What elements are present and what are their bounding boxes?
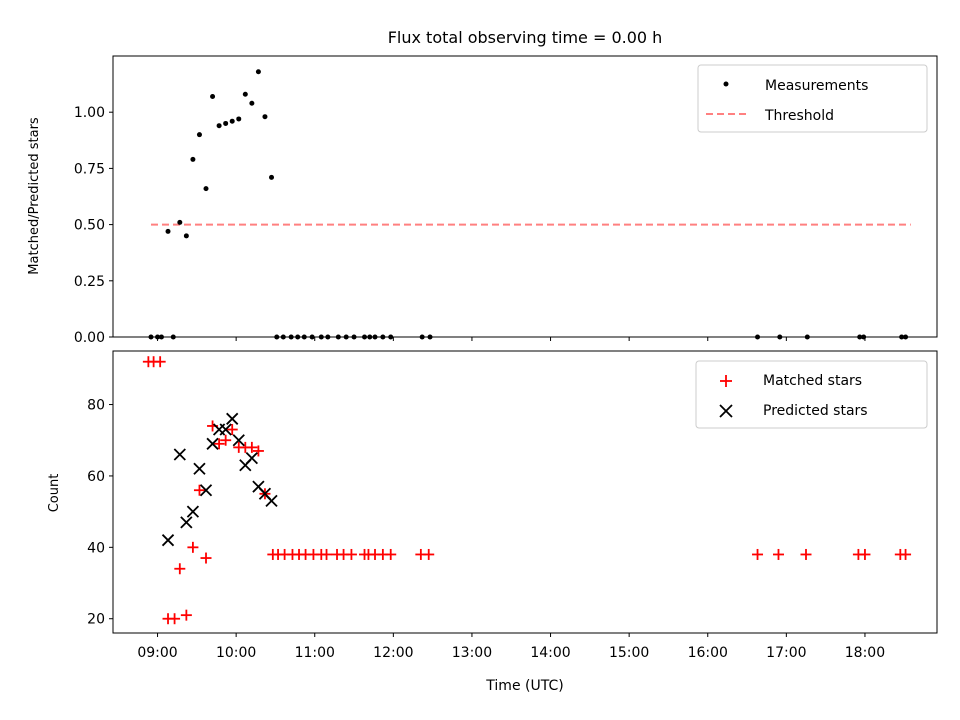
matched-star-point (900, 548, 912, 560)
matched-star-point (772, 548, 784, 560)
measurement-point (269, 174, 275, 180)
legend-predicted-marker (719, 404, 733, 418)
x-tick-label: 13:00 (452, 645, 492, 661)
top-y-tick-label: 0.50 (74, 218, 105, 234)
predicted-star-point (265, 494, 278, 508)
matched-star-point (800, 548, 812, 560)
measurement-point (210, 93, 216, 99)
measurement-point (183, 233, 189, 239)
legend-measurements-label: Measurements (765, 78, 868, 94)
x-tick-label: 16:00 (688, 645, 728, 661)
legend-measurements-marker (723, 81, 729, 87)
matched-star-point (246, 441, 258, 453)
measurement-point (223, 120, 229, 126)
matched-star-point (385, 548, 397, 560)
top-panel: Flux total observing time = 0.00 h Match… (27, 28, 938, 346)
measurement-point (203, 186, 209, 192)
matched-star-point (169, 613, 181, 625)
matched-star-point (154, 356, 166, 368)
predicted-star-point (232, 434, 245, 447)
matched-star-point (226, 424, 238, 436)
top-legend-box (697, 64, 928, 133)
measurement-point (190, 156, 196, 162)
measurement-point (255, 69, 261, 75)
matched-star-point (252, 445, 264, 457)
bottom-panel: Count Time (UTC) 20 40 60 80 09:00 10:00 11:0… (47, 350, 938, 694)
predicted-star-point (193, 462, 206, 475)
top-y-tick-label: 0.25 (74, 274, 105, 290)
measurement-point (249, 100, 255, 106)
bottom-legend: Matched stars Predicted stars (695, 360, 928, 429)
x-tick-label: 09:00 (137, 645, 177, 661)
bottom-y-tick-label: 60 (87, 469, 105, 485)
measurement-point (236, 116, 242, 122)
predicted-star-point (186, 505, 200, 518)
top-y-ticks: 0.00 0.25 0.50 0.75 1.00 (74, 105, 113, 346)
top-axes-frame (112, 55, 938, 338)
x-tick-label: 11:00 (295, 645, 335, 661)
predicted-star-point (180, 516, 193, 529)
measurement-point (177, 219, 183, 225)
predicted-star-point (226, 412, 239, 425)
matched-stars-points (142, 356, 912, 625)
top-y-tick-label: 0.75 (74, 161, 105, 177)
measurements-points (148, 69, 909, 340)
matched-star-point (174, 563, 186, 575)
x-tick-label: 12:00 (373, 645, 413, 661)
predicted-star-point (161, 534, 175, 547)
bottom-y-tick-label: 80 (87, 398, 105, 414)
x-tick-label: 18:00 (845, 645, 885, 661)
measurement-point (262, 114, 268, 120)
x-axis-label: Time (UTC) (485, 678, 563, 694)
top-legend: Measurements Threshold (697, 64, 928, 133)
matched-star-point (220, 434, 232, 446)
measurement-point (229, 118, 235, 124)
top-y-axis-label: Matched/Predicted stars (27, 117, 42, 275)
predicted-star-point (219, 423, 232, 436)
bottom-x-ticks: 09:00 10:00 11:00 12:00 13:00 14:00 15:00 16:00… (137, 633, 885, 661)
predicted-star-point (206, 437, 219, 450)
predicted-stars-points (161, 412, 278, 547)
legend-threshold-label: Threshold (764, 108, 834, 124)
matched-star-point (193, 484, 205, 496)
matched-star-point (321, 548, 333, 560)
predicted-star-point (199, 484, 213, 497)
x-tick-label: 17:00 (766, 645, 806, 661)
measurement-point (165, 228, 171, 234)
matched-star-point (752, 548, 764, 560)
bottom-y-tick-label: 40 (87, 540, 105, 556)
matched-star-point (345, 548, 357, 560)
x-tick-label: 10:00 (216, 645, 256, 661)
matched-star-point (200, 552, 212, 564)
matched-star-point (187, 541, 199, 553)
matched-star-point (859, 548, 871, 560)
measurement-point (216, 123, 222, 129)
top-panel-title: Flux total observing time = 0.00 h (388, 28, 663, 47)
x-tick-label: 15:00 (609, 645, 649, 661)
legend-predicted-label: Predicted stars (763, 403, 868, 419)
matched-star-point (423, 548, 435, 560)
legend-matched-label: Matched stars (763, 373, 862, 389)
predicted-star-point (245, 451, 258, 465)
bottom-y-tick-label: 20 (87, 612, 105, 628)
predicted-star-point (173, 448, 186, 461)
top-y-tick-label: 0.00 (74, 330, 105, 346)
matched-star-point (213, 438, 225, 450)
measurement-point (196, 132, 202, 138)
bottom-axes-frame (112, 350, 938, 634)
measurement-point (242, 91, 248, 97)
x-tick-label: 14:00 (530, 645, 570, 661)
bottom-y-ticks: 20 40 60 80 (87, 398, 113, 628)
top-y-tick-label: 1.00 (74, 105, 105, 121)
matched-star-point (180, 609, 192, 621)
bottom-y-axis-label: Count (47, 474, 62, 513)
bottom-legend-box (695, 360, 928, 429)
legend-matched-marker (720, 375, 732, 387)
